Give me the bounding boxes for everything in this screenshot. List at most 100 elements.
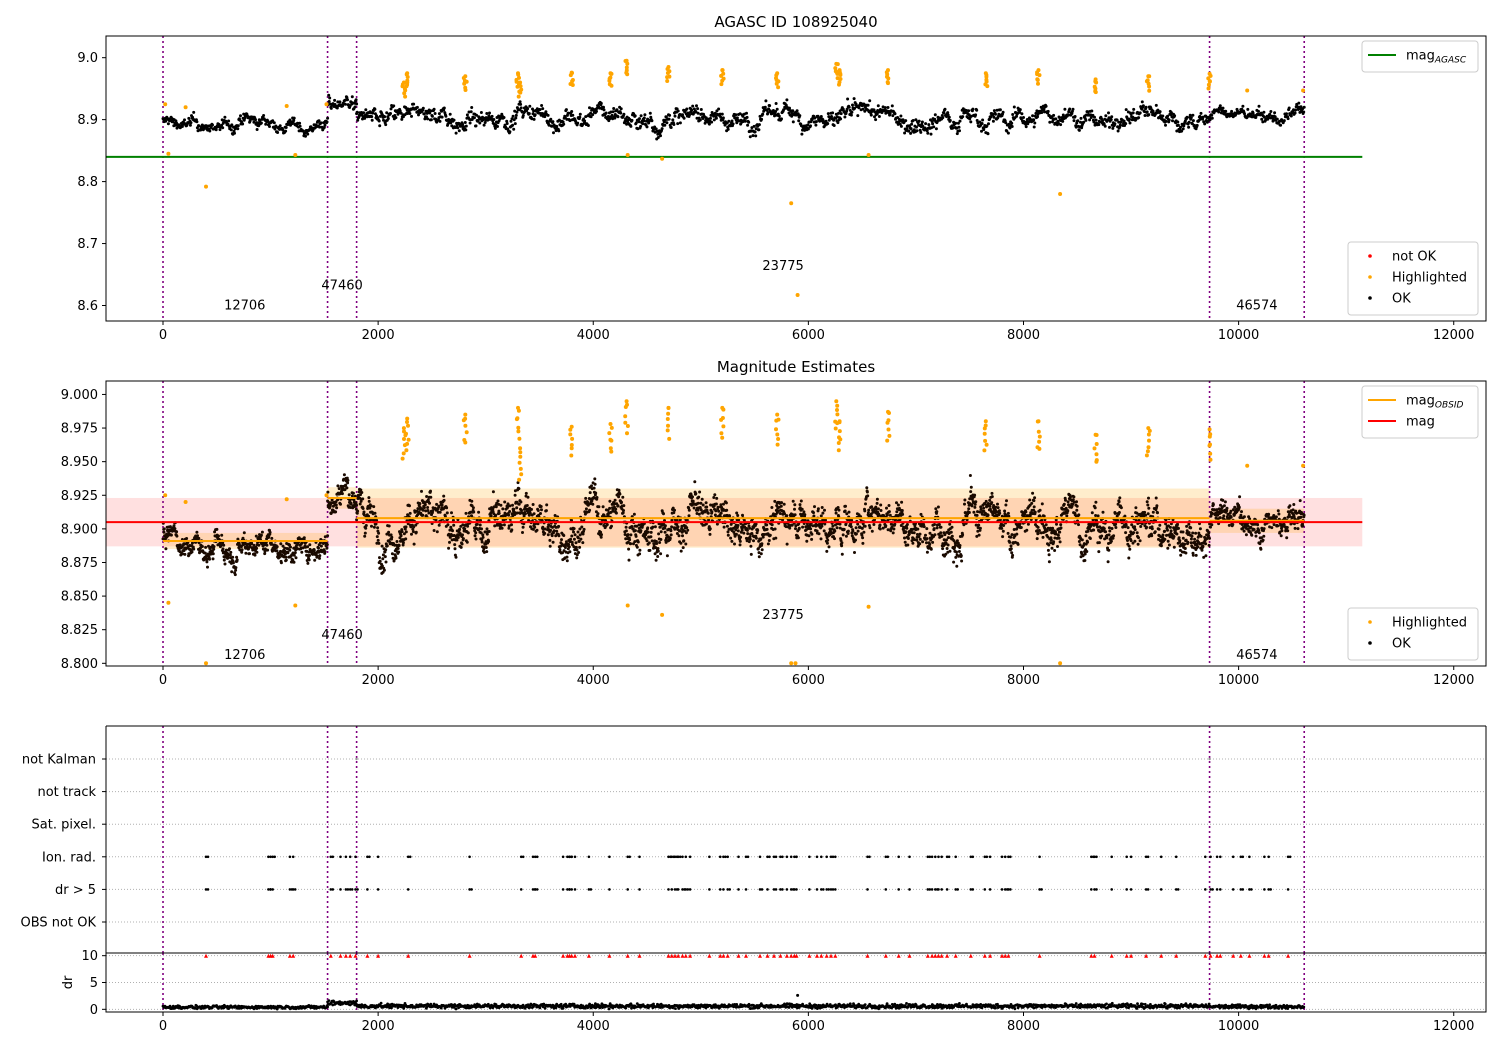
ok-point [189,121,193,125]
ok-point [676,122,680,126]
ok-point [925,537,929,541]
ok-point [334,503,338,507]
ok-point [802,510,806,514]
ok-point [438,510,442,514]
ok-point [684,542,688,546]
ok-point [1010,125,1014,128]
ok-point [511,114,515,118]
ok-point [1143,114,1147,117]
ok-point [659,530,663,534]
ok-point [664,115,668,119]
ok-point [821,118,825,122]
ok-point [770,523,774,527]
ok-point [588,106,591,110]
x-axis: 0 2000 4000 6000 8000 10000 12000 [159,321,1474,343]
ok-point [658,541,662,544]
ok-point [954,121,958,125]
ok-point [1210,113,1214,117]
highlighted-point [462,81,467,86]
ok-point [482,550,486,554]
ok-point [560,538,563,542]
ok-point [1164,119,1168,123]
ok-point [241,122,245,126]
ok-point [774,102,778,105]
ok-point [369,504,373,508]
ok-point [268,125,271,128]
ok-point [809,527,813,531]
ok-point [259,533,263,537]
ok-point [162,530,166,534]
ok-point [1257,109,1260,113]
ok-point [259,121,263,125]
ok-point [766,542,770,546]
ok-point [233,131,236,135]
ok-point [619,111,623,115]
ok-point [903,536,906,540]
highlighted-point [1035,78,1040,82]
ok-point [601,505,605,509]
ok-point [672,123,676,126]
ok-point [346,478,350,482]
ok-point [323,550,327,554]
ok-point [571,113,575,117]
ok-point [377,119,381,123]
ok-point [836,121,840,125]
ok-point [399,534,403,538]
ok-point [450,511,453,515]
ok-point [325,120,329,124]
ok-point [622,504,626,508]
ok-point [516,481,520,485]
ok-point [899,114,903,118]
ok-point [610,113,614,117]
ok-point [451,518,455,522]
ok-point [211,123,214,127]
ok-point [343,102,347,106]
ok-point [682,539,686,543]
ok-point [917,119,921,123]
ok-point [612,107,616,110]
ok-point [974,500,978,504]
ok-point [1137,116,1141,120]
ok-point [349,506,352,509]
ok-point [768,533,772,537]
chart-title: Magnitude Estimates [717,358,875,376]
ok-point [333,98,337,102]
ok-point [831,524,835,528]
ok-point [466,531,470,535]
ok-point [234,566,238,570]
ok-point [933,113,937,117]
ok-point [1018,110,1022,114]
ok-point [544,110,548,114]
ok-point [918,537,922,541]
highlighted-point [518,90,523,95]
ok-point [948,522,952,526]
ok-point [1004,121,1008,125]
ok-point [553,514,557,517]
ok-point [1279,123,1283,127]
ok-point [1033,121,1037,125]
ok-point [907,129,911,133]
ok-point [852,97,856,101]
ok-point [422,506,426,510]
ok-point [677,534,681,538]
ok-point [400,117,404,121]
ok-point [543,531,547,535]
ok-point [218,128,222,132]
ok-point [977,533,981,537]
ok-point [960,559,964,563]
ok-point [977,523,981,527]
ok-point [272,121,276,125]
ok-point [748,526,752,530]
ok-point [578,112,582,116]
obsid-label: 46574 [1236,299,1277,314]
ok-point [791,120,795,124]
ok-point [978,120,982,124]
ok-point [531,503,535,506]
ok-point [575,556,579,560]
ok-point [739,535,743,539]
ok-point [469,110,473,114]
ok-point [854,532,858,536]
ok-point [291,551,295,555]
ok-point [376,526,380,530]
ok-point [691,499,695,503]
